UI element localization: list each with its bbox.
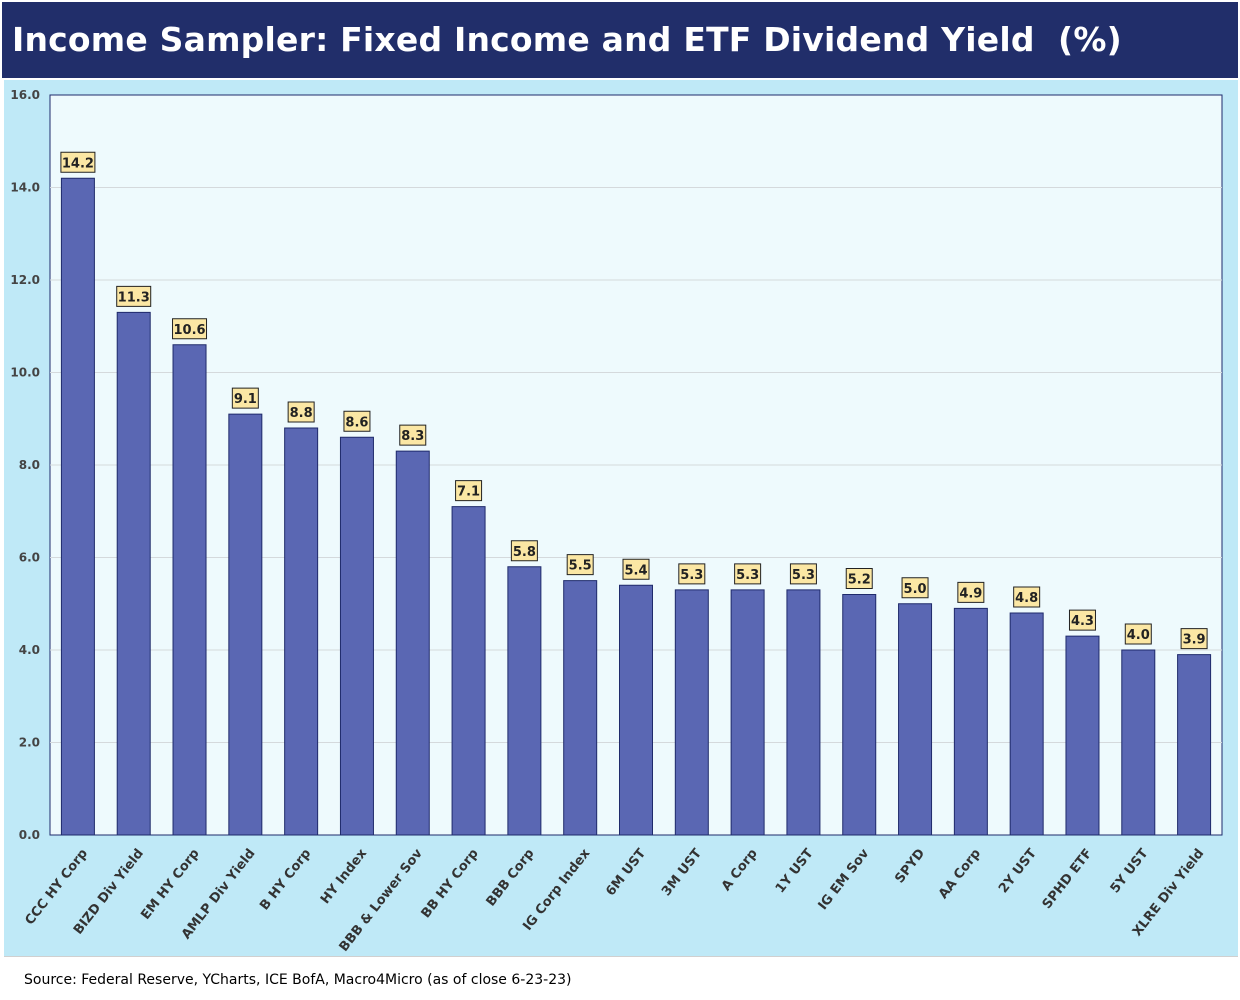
data-label: 8.8: [290, 406, 313, 421]
y-tick-label: 10.0: [10, 366, 40, 380]
y-tick-label: 6.0: [19, 551, 40, 565]
data-label-box: [734, 563, 762, 585]
y-tick-label: 2.0: [19, 736, 40, 750]
data-label-box: [1013, 586, 1041, 608]
data-label-box: [287, 401, 315, 423]
bar: [730, 589, 765, 836]
y-tick-label: 8.0: [19, 458, 40, 472]
data-label-box: [957, 581, 985, 603]
data-label: 14.2: [62, 156, 94, 171]
data-label: 5.5: [569, 559, 592, 574]
divider: [4, 956, 1238, 957]
data-label: 5.2: [848, 573, 871, 588]
data-label-box: [901, 577, 929, 599]
data-label: 5.3: [792, 568, 815, 583]
x-tick-label: SPYD: [892, 846, 928, 886]
data-label: 8.6: [345, 415, 368, 430]
x-tick-label: A Corp: [719, 846, 761, 894]
bar: [898, 603, 933, 836]
data-label-box: [343, 410, 371, 432]
x-tick-label: 5Y UST: [1108, 846, 1152, 896]
bar: [674, 589, 709, 836]
bar: [842, 594, 877, 836]
x-tick-label: HY Index: [318, 846, 370, 907]
bar: [395, 450, 430, 836]
y-tick-label: 4.0: [19, 643, 40, 657]
x-tick-label: AA Corp: [936, 846, 984, 902]
data-label-box: [231, 387, 259, 409]
data-label: 9.1: [234, 392, 257, 407]
data-label-box: [678, 563, 706, 585]
source-note: Source: Federal Reserve, YCharts, ICE Bo…: [24, 972, 572, 988]
bar: [228, 413, 263, 836]
data-label: 4.8: [1015, 591, 1038, 606]
data-label-box: [566, 554, 594, 576]
bar: [116, 311, 151, 836]
bar: [786, 589, 821, 836]
x-tick-label: B HY Corp: [257, 846, 314, 913]
bar: [507, 566, 542, 836]
chart-area: 0.0 2.0 4.0 6.0 8.0 10.0 12.0 14.0 16.0 14.2 CCC H…: [4, 80, 1238, 956]
data-label: 4.3: [1071, 614, 1094, 629]
x-tick-label: 1Y UST: [773, 846, 817, 896]
x-tick-label: 3M UST: [659, 846, 705, 899]
data-label-box: [1180, 628, 1208, 650]
data-label: 10.6: [173, 323, 205, 338]
data-label-box: [455, 480, 483, 502]
data-label: 11.3: [118, 290, 150, 305]
data-label-box: [845, 568, 873, 589]
bar: [1009, 612, 1044, 836]
bar: [953, 607, 988, 836]
data-label: 5.3: [680, 568, 703, 583]
data-label-box: [622, 558, 650, 580]
y-tick-label: 12.0: [10, 273, 40, 287]
data-label-box: [399, 424, 427, 446]
bar: [619, 584, 653, 836]
x-tick-label: BBB Corp: [484, 846, 538, 909]
y-tick-label: 0.0: [19, 828, 40, 842]
data-label-box: [1124, 623, 1152, 645]
bar: [1177, 654, 1212, 836]
x-tick-label: EM HY Corp: [138, 846, 202, 922]
data-label-box: [172, 318, 208, 340]
bar: [172, 344, 207, 836]
bar: [1065, 635, 1100, 836]
data-label: 5.3: [736, 568, 759, 583]
x-tick-label: 2Y UST: [996, 846, 1040, 896]
bar: [1121, 649, 1156, 836]
bar: [339, 436, 374, 836]
data-label-box: [116, 285, 152, 307]
bar: [60, 177, 95, 836]
bar: [563, 580, 598, 836]
data-label-box: [789, 563, 817, 585]
x-tick-label: SPHD ETF: [1040, 846, 1096, 912]
bar: [284, 427, 319, 836]
data-label: 4.9: [959, 586, 982, 601]
data-label-box: [60, 151, 96, 173]
data-label: 8.3: [401, 429, 424, 444]
x-tick-label: IG EM Sov: [816, 846, 873, 913]
data-label-box: [1068, 609, 1096, 631]
chart-title: Income Sampler: Fixed Income and ETF Div…: [12, 20, 1122, 59]
bar: [451, 506, 486, 836]
x-tick-label: BB HY Corp: [419, 846, 482, 921]
data-label: 7.1: [457, 485, 480, 500]
data-label: 4.0: [1127, 628, 1150, 643]
data-label: 5.8: [513, 545, 536, 560]
title-bar: Income Sampler: Fixed Income and ETF Div…: [2, 2, 1238, 78]
data-label: 5.0: [904, 582, 927, 597]
data-label: 5.4: [624, 563, 647, 578]
y-tick-label: 16.0: [10, 88, 40, 102]
y-tick-label: 14.0: [10, 181, 40, 195]
data-label: 3.9: [1183, 633, 1206, 648]
x-tick-label: 6M UST: [603, 846, 649, 899]
data-label-box: [510, 540, 538, 562]
